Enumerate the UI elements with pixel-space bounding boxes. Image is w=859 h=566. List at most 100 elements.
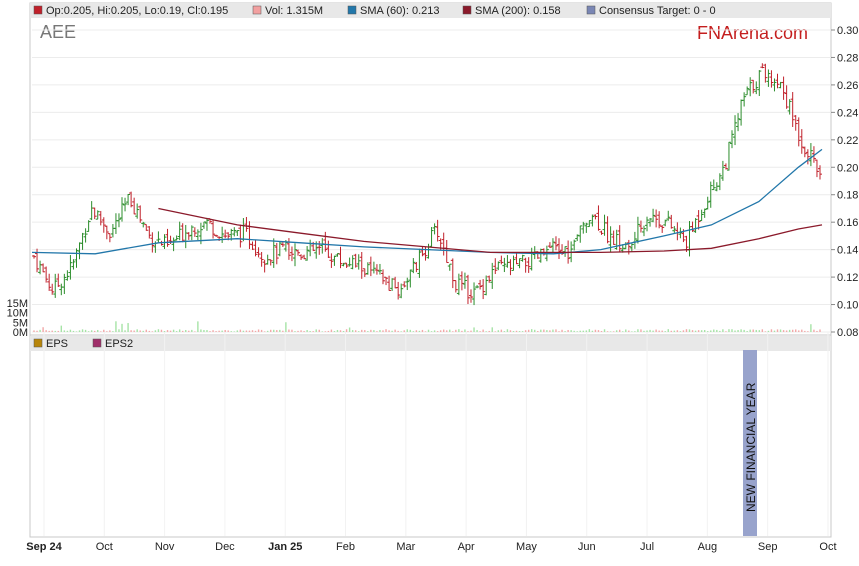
volume-bar: [330, 329, 333, 332]
candle: [563, 246, 568, 257]
candle: [584, 222, 589, 233]
candle: [384, 276, 389, 286]
volume-bar: [713, 329, 715, 332]
candle: [808, 143, 813, 167]
volume-bar: [646, 330, 648, 332]
candle: [617, 225, 622, 253]
sma200-swatch-icon: [462, 5, 472, 15]
volume-bar: [424, 331, 427, 332]
candle: [711, 179, 716, 191]
volume-bar: [801, 329, 803, 332]
legend-sma200: SMA (200): 0.158: [475, 5, 561, 17]
volume-bar: [145, 329, 147, 332]
candle: [235, 230, 240, 237]
volume-bar: [327, 330, 330, 332]
volume-bar: [485, 331, 487, 332]
candle: [408, 269, 413, 288]
volume-bar: [182, 330, 184, 332]
candle: [748, 77, 753, 97]
price-tick-label: 0.28: [837, 52, 858, 64]
volume-bar: [197, 321, 199, 332]
volume-bar: [625, 329, 627, 332]
volume-bar: [157, 329, 160, 332]
volume-bar: [688, 329, 691, 332]
candle: [135, 203, 140, 219]
candle: [171, 237, 176, 252]
candle: [271, 238, 276, 268]
volume-bar: [819, 329, 821, 332]
candle: [341, 262, 346, 267]
volume-bar: [351, 330, 354, 332]
volume-bar: [260, 329, 263, 332]
candle: [766, 69, 771, 87]
volume-bar: [719, 330, 721, 332]
volume-bar: [773, 330, 776, 332]
volume-bar: [133, 330, 135, 332]
month-label: Sep 24: [26, 541, 62, 553]
candle: [347, 257, 352, 267]
candle: [754, 81, 759, 95]
candle: [141, 221, 146, 228]
volume-bar: [752, 329, 754, 332]
volume-bar: [388, 330, 390, 332]
candle: [593, 214, 598, 220]
candle: [277, 241, 282, 257]
candle: [799, 129, 804, 154]
volume-bar: [628, 330, 630, 332]
volume-bar: [242, 330, 245, 332]
volume-bar: [573, 330, 575, 332]
volume-bar: [72, 330, 75, 332]
candle: [547, 242, 552, 249]
volume-bar: [136, 329, 138, 332]
volume-bar: [795, 329, 797, 332]
volume-tick-label: 5M: [13, 317, 28, 329]
volume-bar: [297, 330, 299, 332]
volume-bar: [106, 331, 108, 332]
candle: [672, 226, 677, 233]
legend-sma60: SMA (60): 0.213: [360, 5, 440, 17]
candle: [651, 208, 656, 223]
candle: [429, 227, 434, 247]
volume-bar: [524, 330, 527, 332]
volume-bar: [191, 329, 193, 332]
volume-bar: [382, 330, 384, 332]
volume-bar: [473, 327, 475, 332]
candle: [657, 211, 662, 229]
volume-bar: [649, 329, 651, 332]
volume-bar: [521, 331, 524, 332]
candle: [818, 165, 822, 180]
volume-bar: [361, 329, 363, 332]
candle: [708, 181, 713, 208]
month-label: Oct: [96, 541, 113, 553]
volume-bar: [497, 330, 500, 332]
volume-bar: [303, 331, 305, 332]
candle: [520, 254, 525, 262]
volume-bar: [436, 331, 439, 332]
candle: [268, 259, 273, 266]
candle: [138, 205, 143, 223]
candle: [56, 273, 61, 287]
candle: [150, 232, 155, 253]
eps2-swatch-icon: [92, 338, 102, 348]
volume-bar: [491, 327, 493, 332]
candle: [699, 209, 704, 222]
volume-bar: [379, 329, 381, 332]
volume-bar: [518, 331, 521, 332]
candle: [362, 268, 367, 277]
volume-bar: [148, 330, 151, 332]
candle: [83, 228, 88, 243]
volume-bar: [609, 331, 612, 332]
candle: [411, 258, 416, 274]
price-tick-label: 0.20: [837, 162, 858, 174]
candle: [462, 272, 467, 289]
volume-bar: [734, 330, 736, 332]
legend-consensus: Consensus Target: 0 - 0: [599, 5, 716, 17]
candle: [635, 216, 640, 244]
volume-bar: [339, 330, 342, 332]
volume-bar: [670, 330, 672, 332]
candle: [98, 210, 103, 226]
volume-bar: [455, 329, 457, 332]
volume-bar: [194, 331, 196, 332]
price-tick-label: 0.22: [837, 135, 858, 147]
